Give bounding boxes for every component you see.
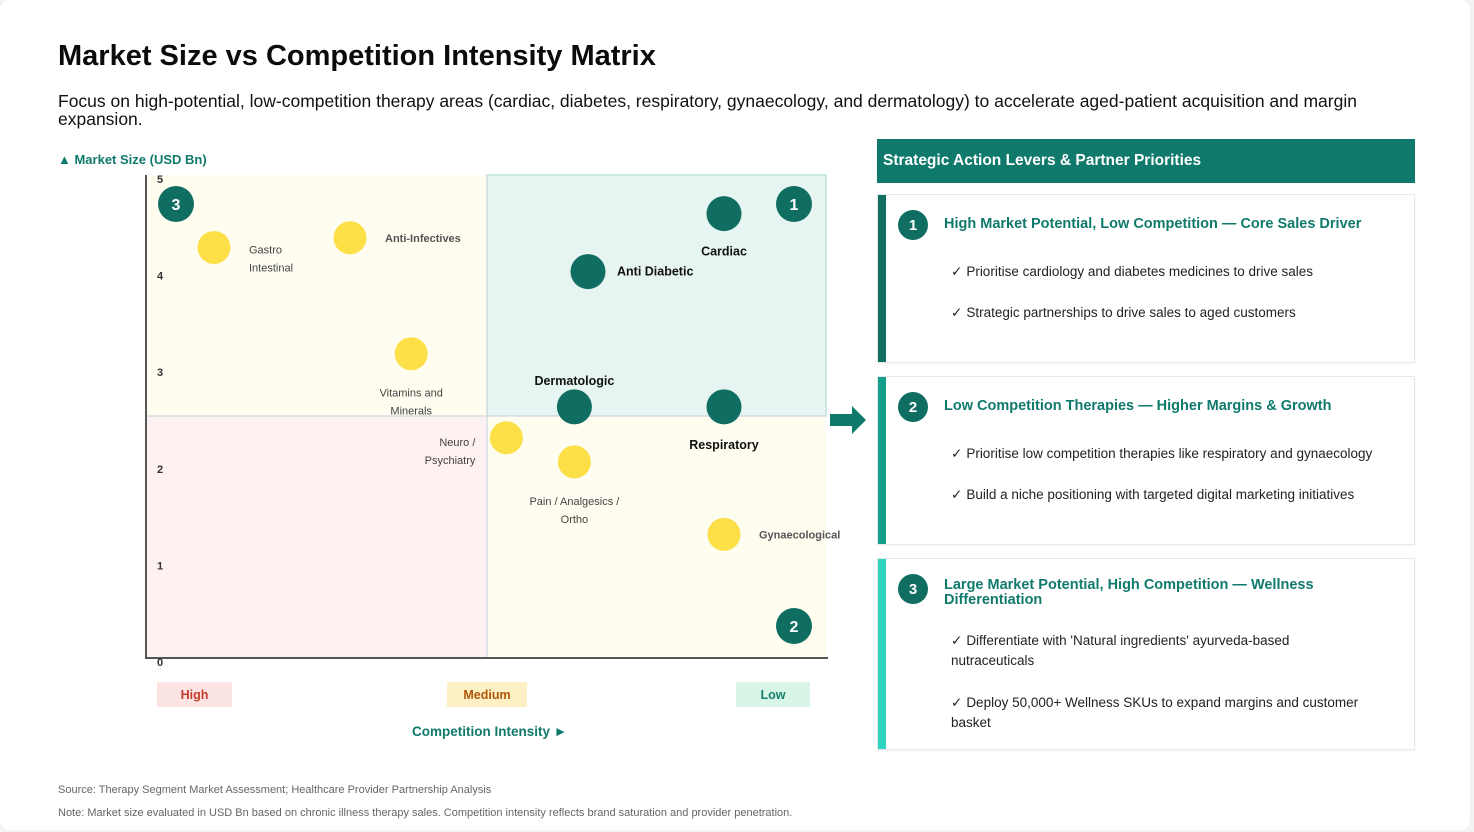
card-bullet: ✓ Prioritise cardiology and diabetes medi…	[951, 264, 1313, 279]
quadrant-badge	[158, 186, 194, 222]
quadrant-top-left	[146, 175, 487, 416]
card-accent-bar	[878, 377, 886, 544]
data-point-label: Gynaecological	[759, 529, 840, 541]
quadrant-badge-label: 1	[790, 197, 799, 214]
y-tick-label: 3	[157, 367, 163, 379]
card-number-badge: 2	[898, 392, 928, 422]
page-title: Market Size vs Competition Intensity Mat…	[58, 40, 656, 72]
y-axis-label: ▲ Market Size (USD Bn)	[58, 152, 207, 167]
quadrant-badge-label: 2	[790, 619, 799, 636]
data-point-label: Ortho	[561, 514, 589, 526]
check-icon: ✓	[951, 487, 963, 502]
card-number-badge: 3	[898, 574, 928, 604]
quadrant-bottom-left	[146, 416, 487, 658]
quadrant-badge-label: 3	[172, 197, 181, 214]
check-icon: ✓	[951, 695, 963, 710]
card-number-badge: 1	[898, 210, 928, 240]
data-point	[197, 230, 231, 264]
data-point	[394, 337, 428, 371]
data-point	[570, 254, 606, 290]
data-point-label: Vitamins and	[380, 388, 443, 400]
y-tick-label: 0	[157, 657, 163, 669]
data-point	[556, 389, 592, 425]
action-card-3: 3 Large Market Potential, High Competiti…	[877, 558, 1415, 750]
card-accent-bar	[878, 559, 886, 749]
check-icon: ✓	[951, 633, 963, 648]
card-bullet: ✓ Strategic partnerships to drive sales t…	[951, 305, 1296, 320]
right-arrow-icon	[830, 406, 866, 434]
data-point	[706, 389, 742, 425]
data-point	[707, 517, 741, 551]
quadrant-bottom-right	[487, 416, 826, 658]
data-point	[489, 421, 523, 455]
check-icon: ✓	[951, 305, 963, 320]
check-icon: ✓	[951, 446, 963, 461]
action-card-2: 2 Low Competition Therapies — Higher Mar…	[877, 376, 1415, 545]
card-bullet: ✓ Prioritise low competition therapies li…	[951, 446, 1373, 461]
card-bullet: ✓ Build a niche positioning with targeted…	[951, 487, 1355, 502]
page-subtitle: Focus on high-potential, low-competition…	[58, 91, 1357, 129]
panel-header: Strategic Action Levers & Partner Priori…	[877, 139, 1415, 183]
card-title: Low Competition Therapies — Higher Margi…	[944, 398, 1332, 414]
card-accent-bar	[878, 195, 886, 362]
intensity-medium-label: Medium	[447, 682, 527, 707]
data-point-label: Dermatologic	[534, 374, 614, 388]
card-bullet: ✓ Differentiate with 'Natural ingredients…	[951, 633, 1290, 668]
y-tick-label: 4	[157, 271, 164, 283]
data-point-label: Minerals	[390, 406, 432, 418]
quadrant-badge	[776, 186, 812, 222]
data-point-label: Psychiatry	[425, 455, 476, 467]
check-icon: ✓	[951, 264, 963, 279]
data-point-label: Respiratory	[689, 438, 759, 452]
data-point	[557, 445, 591, 479]
data-point-label: Gastro	[249, 244, 282, 256]
intensity-high-label: High	[157, 682, 232, 707]
y-tick-label: 2	[157, 464, 163, 476]
data-point-label: Neuro /	[439, 437, 476, 449]
note-text: Note: Market size evaluated in USD Bn ba…	[58, 807, 793, 819]
data-point-label: Anti-Infectives	[385, 233, 461, 245]
data-point	[333, 221, 367, 255]
card-title: High Market Potential, Low Competition —…	[944, 216, 1362, 232]
x-axis-label: Competition Intensity ►	[412, 724, 568, 739]
data-point-label: Intestinal	[249, 262, 293, 274]
data-point-label: Anti Diabetic	[617, 265, 693, 279]
y-tick-label: 1	[157, 560, 163, 572]
y-tick-label: 5	[157, 174, 163, 186]
source-text: Source: Therapy Segment Market Assessmen…	[58, 784, 492, 796]
data-point	[706, 196, 742, 232]
card-title: Large Market Potential, High Competition…	[944, 577, 1314, 608]
action-card-1: 1 High Market Potential, Low Competition…	[877, 194, 1415, 363]
intensity-low-label: Low	[736, 682, 810, 707]
quadrant-badge	[776, 608, 812, 644]
data-point-label: Pain / Analgesics /	[529, 496, 620, 508]
data-point-label: Cardiac	[701, 245, 747, 259]
card-bullet: ✓ Deploy 50,000+ Wellness SKUs to expand …	[951, 695, 1359, 730]
